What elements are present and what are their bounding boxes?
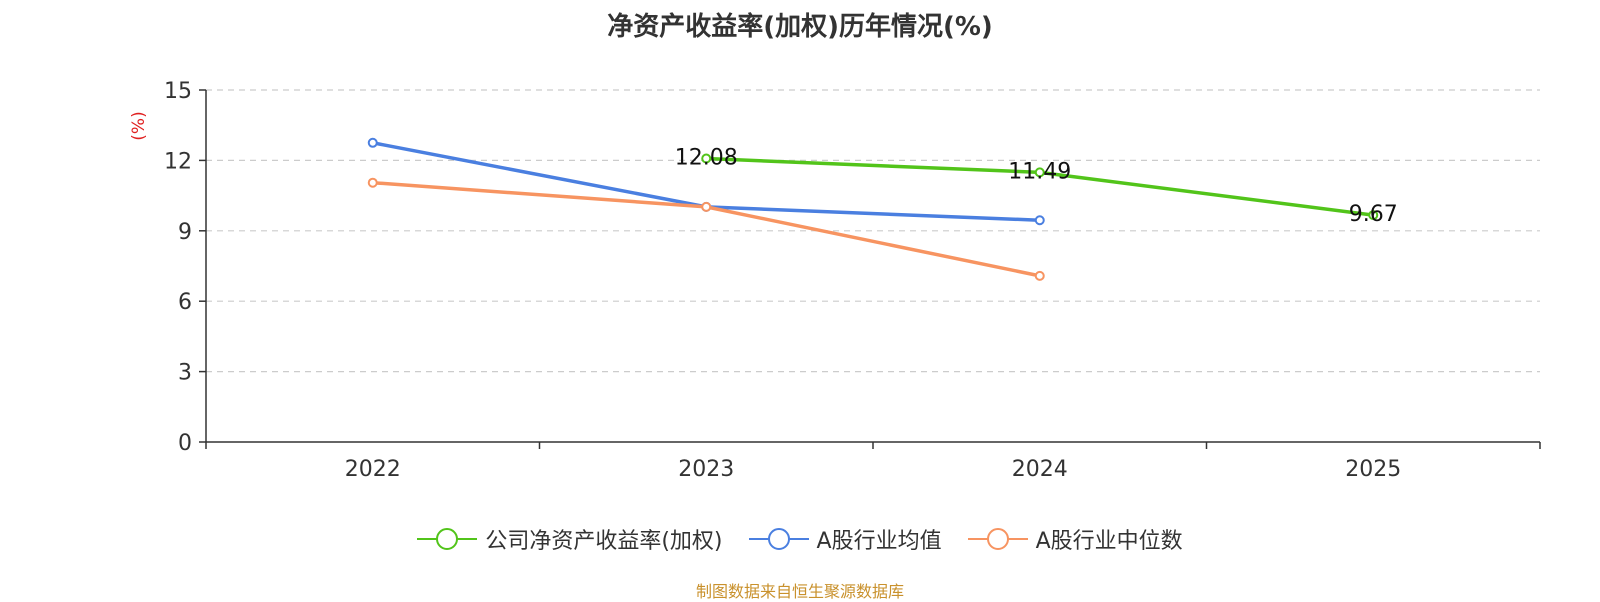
data-point <box>1034 215 1045 226</box>
data-point <box>367 177 378 188</box>
x-tick-label: 2022 <box>345 457 401 482</box>
y-tick-label: 9 <box>178 220 192 245</box>
series-line-2 <box>372 180 1041 278</box>
x-tick-label: 2024 <box>1012 457 1068 482</box>
y-tick-label: 12 <box>164 149 192 174</box>
data-point <box>1034 270 1045 281</box>
grid-lines <box>206 89 1540 373</box>
legend-marker-icon <box>967 526 1028 552</box>
series-layer <box>367 137 1379 281</box>
data-labels: 12.08 11.49 9.67 <box>675 146 1398 228</box>
y-axis-label: (%) <box>129 111 149 140</box>
chart-title: 净资产收益率(加权)历年情况(%) <box>607 12 993 42</box>
y-tick-label: 3 <box>178 361 192 386</box>
legend-label: 公司净资产收益率(加权) <box>485 529 723 554</box>
data-point <box>701 153 712 164</box>
data-point <box>701 201 712 212</box>
data-label: 12.08 <box>675 146 738 171</box>
legend-label: A股行业均值 <box>816 529 942 554</box>
legend: 公司净资产收益率(加权) A股行业均值 A股行业中位数 <box>0 522 1600 556</box>
y-tick-label: 0 <box>178 431 192 456</box>
data-point <box>367 137 378 148</box>
data-label: 9.67 <box>1349 202 1398 227</box>
x-tick-label: 2025 <box>1345 457 1401 482</box>
legend-label: A股行业中位数 <box>1035 529 1183 554</box>
y-tick-label: 15 <box>164 79 192 104</box>
source-note: 制图数据来自恒生聚源数据库 <box>695 582 904 601</box>
axes: 0 3 6 9 12 15 2022 2023 2024 2025 <box>164 79 1541 482</box>
x-tick-label: 2023 <box>678 457 734 482</box>
data-point <box>1368 210 1379 221</box>
data-point <box>1034 167 1045 178</box>
legend-marker-icon <box>748 526 809 552</box>
legend-item[interactable]: A股行业均值 <box>748 523 942 555</box>
data-label: 11.49 <box>1008 159 1071 184</box>
legend-marker-icon <box>417 526 478 552</box>
y-tick-label: 6 <box>178 290 192 315</box>
legend-item[interactable]: 公司净资产收益率(加权) <box>417 523 723 555</box>
legend-item[interactable]: A股行业中位数 <box>967 523 1183 555</box>
